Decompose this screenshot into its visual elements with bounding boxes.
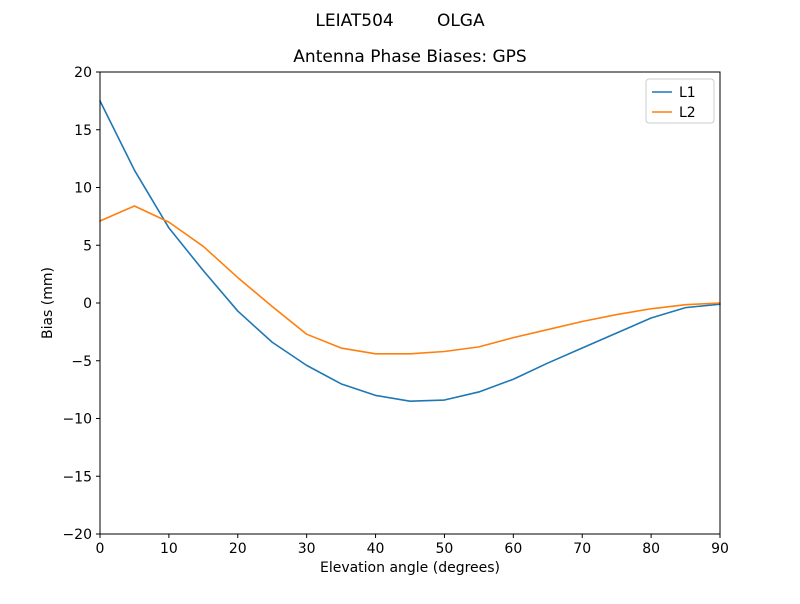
x-tick-label: 30 [298,541,316,557]
x-tick-label: 70 [573,541,591,557]
y-tick-label: −20 [62,527,92,543]
y-tick-label: 0 [83,296,92,312]
plot-area [100,72,720,534]
x-tick-label: 0 [96,541,105,557]
x-tick-label: 90 [711,541,729,557]
x-axis-label: Elevation angle (degrees) [320,560,500,576]
legend-label-l1: L1 [679,85,696,101]
y-axis-label: Bias (mm) [40,267,56,339]
y-tick-label: −5 [71,354,92,370]
x-tick-label: 60 [504,541,522,557]
x-tick-label: 40 [367,541,385,557]
axes-border [99,71,721,535]
y-tick-label: 5 [83,238,92,254]
chart-title: Antenna Phase Biases: GPS [293,47,526,67]
axis-ticks: 0 10 20 30 40 50 60 70 80 90 −20 −15 −10 −5 0 5 10 15 20 [62,65,728,557]
x-tick-label: 20 [229,541,247,557]
figure-suptitle: LEIAT504 OLGA [315,11,485,31]
y-tick-label: −15 [62,469,92,485]
x-tick-label: 80 [642,541,660,557]
series-line-l1 [99,100,721,402]
y-tick-label: 15 [74,123,92,139]
y-tick-label: 10 [74,181,92,197]
y-tick-label: 20 [74,65,92,81]
x-tick-label: 10 [160,541,178,557]
series-line-l2 [99,205,721,355]
series-lines [99,100,721,402]
legend: L1 L2 [645,78,715,124]
y-tick-label: −10 [62,412,92,428]
x-tick-label: 50 [436,541,454,557]
legend-label-l2: L2 [679,105,696,121]
